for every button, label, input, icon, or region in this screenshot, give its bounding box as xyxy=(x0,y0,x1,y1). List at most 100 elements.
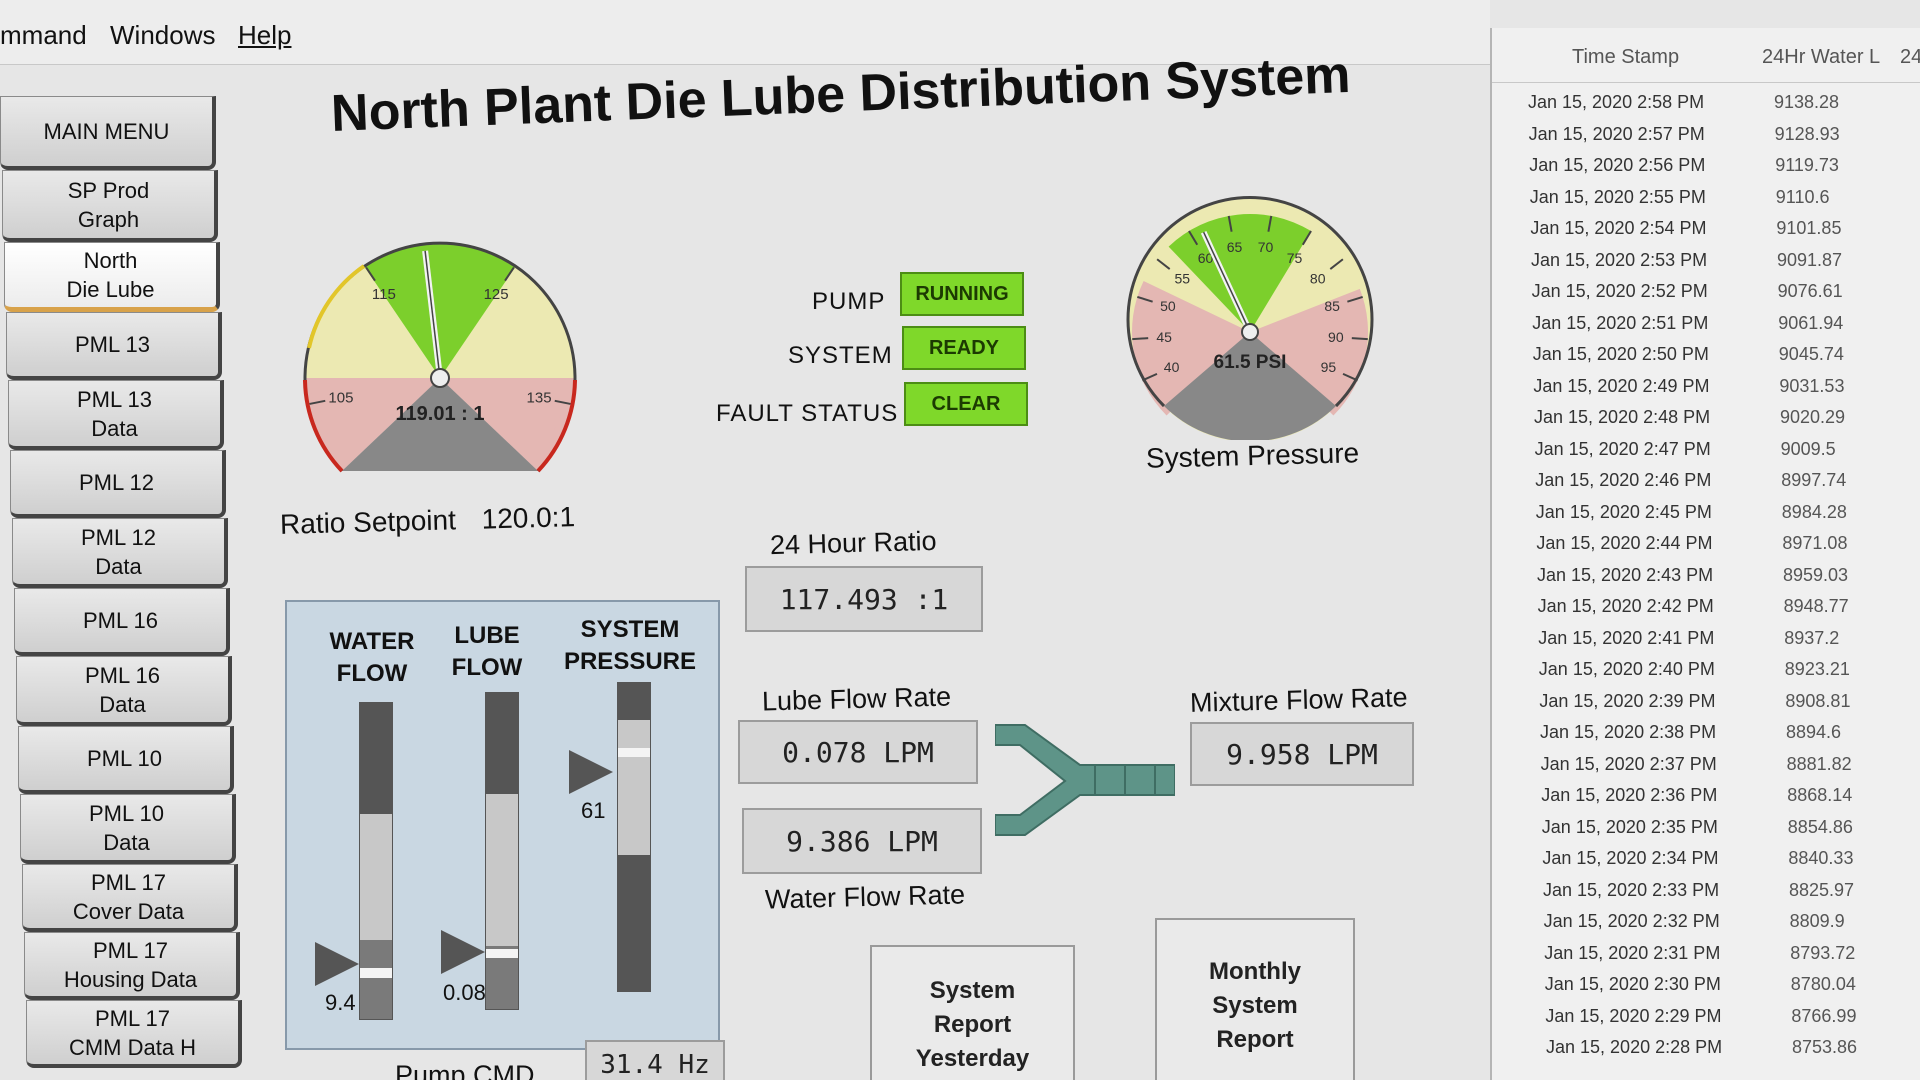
water-flow-bar-label: WATER FLOW xyxy=(329,628,415,687)
table-row[interactable]: Jan 15, 2020 2:52 PM 9076.61 xyxy=(1492,281,1920,312)
sidebar-item-pml-16[interactable]: PML 16 xyxy=(14,588,230,656)
table-row[interactable]: Jan 15, 2020 2:29 PM 8766.99 xyxy=(1492,1006,1920,1037)
table-row[interactable]: Jan 15, 2020 2:31 PM 8793.72 xyxy=(1492,943,1920,974)
table-row[interactable]: Jan 15, 2020 2:39 PM 8908.81 xyxy=(1492,691,1920,722)
gauge-tick xyxy=(1351,337,1368,341)
table-row[interactable]: Jan 15, 2020 2:48 PM 9020.29 xyxy=(1492,407,1920,438)
table-row[interactable]: Jan 15, 2020 2:38 PM 8894.6 xyxy=(1492,722,1920,753)
system-pressure-marker xyxy=(569,750,613,794)
cell-timestamp: Jan 15, 2020 2:50 PM xyxy=(1532,344,1709,364)
cell-timestamp: Jan 15, 2020 2:43 PM xyxy=(1537,564,1714,585)
sidebar-item-pml-16-data[interactable]: PML 16 Data xyxy=(16,656,232,726)
lube-flow-marker xyxy=(441,930,485,974)
sidebar-item-pml-12-data[interactable]: PML 12 Data xyxy=(12,518,228,588)
table-row[interactable]: Jan 15, 2020 2:46 PM 8997.74 xyxy=(1492,470,1920,501)
cell-water-total: 9101.85 xyxy=(1776,218,1842,238)
flow-bar-panel: WATER FLOW LUBE FLOW SYSTEM PRESSURE 9.4… xyxy=(285,600,720,1050)
bar-level-indicator xyxy=(618,747,650,757)
table-row[interactable]: Jan 15, 2020 2:55 PM 9110.6 xyxy=(1492,187,1920,218)
table-row[interactable]: Jan 15, 2020 2:40 PM 8923.21 xyxy=(1492,659,1920,690)
cell-timestamp: Jan 15, 2020 2:34 PM xyxy=(1542,848,1719,868)
gauge-tick xyxy=(365,266,376,282)
gauge-zone-green xyxy=(1168,214,1312,332)
table-row[interactable]: Jan 15, 2020 2:42 PM 8948.77 xyxy=(1492,596,1920,627)
cell-water-total: 8948.77 xyxy=(1783,596,1849,616)
table-row[interactable]: Jan 15, 2020 2:41 PM 8937.2 xyxy=(1492,628,1920,659)
column-header-timestamp[interactable]: Time Stamp xyxy=(1572,46,1680,68)
table-row[interactable]: Jan 15, 2020 2:56 PM 9119.73 xyxy=(1492,155,1920,186)
table-row[interactable]: Jan 15, 2020 2:50 PM 9045.74 xyxy=(1492,344,1920,375)
water-flow-readout: 9.386 LPM xyxy=(742,808,982,874)
table-row[interactable]: Jan 15, 2020 2:28 PM 8753.86 xyxy=(1492,1037,1920,1068)
system-pressure-bar xyxy=(617,682,651,992)
table-row[interactable]: Jan 15, 2020 2:47 PM 9009.5 xyxy=(1492,439,1920,470)
cell-timestamp: Jan 15, 2020 2:51 PM xyxy=(1532,312,1709,333)
gauge-tick xyxy=(1347,295,1363,303)
cell-water-total: 8780.04 xyxy=(1790,974,1856,994)
gauge-rim-red xyxy=(303,379,344,473)
sidebar-item-pml-17-cmm-data-h[interactable]: PML 17 CMM Data H xyxy=(26,1000,242,1068)
gauge-zone-lower xyxy=(305,378,575,471)
table-row[interactable]: Jan 15, 2020 2:49 PM 9031.53 xyxy=(1492,376,1920,407)
sidebar-item-pml-17-cover-data[interactable]: PML 17 Cover Data xyxy=(22,864,238,932)
gauge-rim-red-right xyxy=(536,379,577,473)
gauge-tick xyxy=(1156,258,1171,270)
lube-flow-bar-value: 0.08 xyxy=(443,980,486,1005)
cell-timestamp: Jan 15, 2020 2:32 PM xyxy=(1543,911,1720,931)
table-row[interactable]: Jan 15, 2020 2:45 PM 8984.28 xyxy=(1492,502,1920,533)
menu-help[interactable]: Help xyxy=(238,20,292,50)
table-row[interactable]: Jan 15, 2020 2:54 PM 9101.85 xyxy=(1492,218,1920,249)
ratio-24h-label: 24 Hour Ratio xyxy=(769,525,937,561)
table-row[interactable]: Jan 15, 2020 2:43 PM 8959.03 xyxy=(1492,565,1920,596)
gauge-tick-label: 70 xyxy=(1258,239,1274,255)
menu-command[interactable]: mmand xyxy=(0,20,87,50)
column-header-water[interactable]: 24Hr Water L xyxy=(1762,46,1881,68)
table-row[interactable]: Jan 15, 2020 2:51 PM 9061.94 xyxy=(1492,313,1920,344)
gauge-tick xyxy=(1301,230,1312,246)
table-row[interactable]: Jan 15, 2020 2:35 PM 8854.86 xyxy=(1492,817,1920,848)
gauge-tick-label: 90 xyxy=(1328,329,1344,345)
column-header-extra[interactable]: 24 xyxy=(1900,46,1920,68)
sidebar-item-pml-13[interactable]: PML 13 xyxy=(6,312,222,380)
table-row[interactable]: Jan 15, 2020 2:36 PM 8868.14 xyxy=(1492,785,1920,816)
table-row[interactable]: Jan 15, 2020 2:32 PM 8809.9 xyxy=(1492,911,1920,942)
sidebar-item-pml-10[interactable]: PML 10 xyxy=(18,726,234,794)
cell-water-total: 9020.29 xyxy=(1780,407,1846,427)
table-row[interactable]: Jan 15, 2020 2:33 PM 8825.97 xyxy=(1492,880,1920,911)
gauge-tick xyxy=(554,399,571,405)
sidebar-item-north-die-lube[interactable]: North Die Lube xyxy=(4,242,220,312)
fault-status-indicator: CLEAR xyxy=(904,382,1028,426)
cell-timestamp: Jan 15, 2020 2:29 PM xyxy=(1545,1005,1722,1026)
gauge-needle-outline xyxy=(424,250,441,379)
ratio-setpoint-caption: Ratio Setpoint xyxy=(279,504,457,540)
cell-timestamp: Jan 15, 2020 2:58 PM xyxy=(1528,92,1705,112)
sidebar-item-pml-13-data[interactable]: PML 13 Data xyxy=(8,380,224,450)
cell-timestamp: Jan 15, 2020 2:57 PM xyxy=(1528,123,1705,144)
menu-windows[interactable]: Windows xyxy=(110,20,216,50)
lube-flow-label: Lube Flow Rate xyxy=(761,681,952,717)
cell-timestamp: Jan 15, 2020 2:53 PM xyxy=(1531,249,1708,270)
sidebar-item-pml-17-housing-data[interactable]: PML 17 Housing Data xyxy=(24,932,240,1000)
table-row[interactable]: Jan 15, 2020 2:53 PM 9091.87 xyxy=(1492,250,1920,281)
cell-water-total: 9138.28 xyxy=(1774,92,1840,112)
table-row[interactable]: Jan 15, 2020 2:37 PM 8881.82 xyxy=(1492,754,1920,785)
cell-timestamp: Jan 15, 2020 2:49 PM xyxy=(1533,375,1710,396)
sidebar-item-main-menu[interactable]: MAIN MENU xyxy=(0,96,216,170)
cell-timestamp: Jan 15, 2020 2:42 PM xyxy=(1537,596,1714,616)
sidebar-item-pml-10-data[interactable]: PML 10 Data xyxy=(20,794,236,864)
gauge-tick-group: 105 115 125 135 xyxy=(309,266,571,407)
cell-water-total: 8971.08 xyxy=(1782,533,1848,553)
table-row[interactable]: Jan 15, 2020 2:34 PM 8840.33 xyxy=(1492,848,1920,879)
sidebar-item-sp-prod-graph[interactable]: SP Prod Graph xyxy=(2,170,218,242)
system-report-yesterday-button[interactable]: System Report Yesterday xyxy=(870,945,1075,1080)
table-row[interactable]: Jan 15, 2020 2:58 PM 9138.28 xyxy=(1492,92,1920,123)
monthly-system-report-button[interactable]: Monthly System Report xyxy=(1155,918,1355,1080)
sidebar-item-pml-12[interactable]: PML 12 xyxy=(10,450,226,518)
ratio-setpoint-value[interactable]: 120.0:1 xyxy=(481,501,576,535)
cell-timestamp: Jan 15, 2020 2:39 PM xyxy=(1539,690,1716,711)
table-row[interactable]: Jan 15, 2020 2:44 PM 8971.08 xyxy=(1492,533,1920,564)
system-pressure-bar-value: 61 xyxy=(581,798,606,823)
table-row[interactable]: Jan 15, 2020 2:57 PM 9128.93 xyxy=(1492,124,1920,155)
table-row[interactable]: Jan 15, 2020 2:30 PM 8780.04 xyxy=(1492,974,1920,1005)
gauge-tick-label: 55 xyxy=(1175,271,1191,287)
